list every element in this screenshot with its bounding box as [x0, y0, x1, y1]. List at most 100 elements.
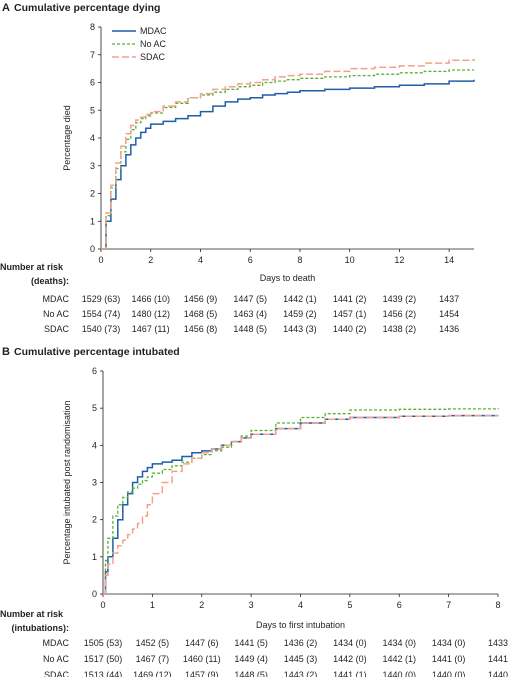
panel-b-risk-cell: 1441 (1)	[333, 670, 367, 677]
panel-a-x-tick-label: 12	[394, 255, 404, 265]
panel-b-risk-cell: 1467 (7)	[136, 654, 170, 664]
panel-b: B Cumulative percentage intubated 0 1 2 3 4 5…	[0, 346, 508, 677]
panel-b-x-tick-label: 6	[397, 600, 402, 610]
legend-label-no-ac: No AC	[140, 39, 167, 49]
panel-b-risk-cell: 1440 (0)	[432, 670, 466, 677]
panel-b-risk-cell: 1440	[488, 670, 508, 677]
panel-a-risk-arm-label: SDAC	[44, 324, 70, 334]
panel-b-x-tick-label: 4	[298, 600, 303, 610]
panel-a-risk-table: Number at risk (deaths): MDAC 1529 (63) 14…	[0, 262, 459, 334]
panel-b-risk-arm-label: MDAC	[43, 638, 70, 648]
panel-a-y-tick-label: 0	[90, 244, 95, 254]
panel-b-y-tick-label: 4	[92, 440, 97, 450]
panel-b-y-tick-label: 0	[92, 589, 97, 599]
panel-b-risk-cell: 1440 (0)	[382, 670, 416, 677]
panel-b-x-tick-label: 5	[347, 600, 352, 610]
panel-b-risk-cell: 1443 (2)	[284, 670, 318, 677]
panel-a-risk-cell: 1442 (1)	[283, 294, 317, 304]
panel-b-risk-cell: 1442 (1)	[382, 654, 416, 664]
panel-b-risk-arm-label: No AC	[43, 654, 70, 664]
panel-b-risk-cell: 1434 (0)	[382, 638, 416, 648]
panel-a-risk-cell: 1457 (1)	[333, 309, 367, 319]
panel-b-risk-cell: 1447 (6)	[185, 638, 219, 648]
panel-b-risk-cell: 1457 (9)	[185, 670, 219, 677]
panel-a-risk-cell: 1438 (2)	[383, 324, 417, 334]
panel-b-risk-cell: 1441	[488, 654, 508, 664]
panel-b-risk-arm-label: SDAC	[44, 670, 70, 677]
panel-b-x-tick-label: 0	[100, 600, 105, 610]
panel-b-risk-cell: 1449 (4)	[234, 654, 268, 664]
panel-b-title: Cumulative percentage intubated	[14, 346, 180, 358]
panel-a-risk-cell: 1468 (5)	[184, 309, 218, 319]
panel-a-risk-cell: 1456 (9)	[184, 294, 218, 304]
panel-a-legend: MDAC No AC SDAC	[112, 26, 167, 62]
panel-b-y-tick-label: 1	[92, 552, 97, 562]
panel-b-risk-cell: 1505 (53)	[84, 638, 123, 648]
panel-a-y-tick-label: 6	[90, 78, 95, 88]
panel-b-risk-cell: 1441 (5)	[234, 638, 268, 648]
panel-a-x-tick-label: 14	[444, 255, 454, 265]
panel-a-risk-cell: 1467 (11)	[132, 324, 170, 334]
legend-label-sdac: SDAC	[140, 52, 166, 62]
panel-a-risk-cell: 1439 (2)	[383, 294, 417, 304]
panel-a-risk-arm-label: No AC	[43, 309, 70, 319]
panel-a-y-tick-label: 8	[90, 22, 95, 32]
panel-b-risk-cell: 1469 (12)	[133, 670, 172, 677]
panel-b-risk-cell: 1448 (5)	[234, 670, 268, 677]
panel-a-risk-cell: 1441 (2)	[333, 294, 367, 304]
panel-a-y-tick-label: 2	[90, 189, 95, 199]
panel-b-y-tick-label: 2	[92, 515, 97, 525]
panel-a-x-tick-label: 4	[198, 255, 203, 265]
panel-a-letter: A	[2, 2, 10, 14]
panel-a-x-tick-label: 10	[345, 255, 355, 265]
panel-a-risk-cell: 1440 (2)	[333, 324, 367, 334]
panel-a-risk-cell: 1456 (2)	[383, 309, 417, 319]
panel-a-risk-cell: 1454	[439, 309, 459, 319]
panel-a-risk-cell: 1436	[439, 324, 459, 334]
panel-a-y-tick-label: 1	[90, 216, 95, 226]
panel-a-risk-cell: 1448 (5)	[233, 324, 267, 334]
panel-b-risk-cell: 1433	[488, 638, 508, 648]
panel-a-x-tick-label: 8	[297, 255, 302, 265]
panel-a-x-axis-label: Days to death	[260, 273, 316, 283]
panel-a-risk-cell: 1437	[439, 294, 459, 304]
panel-a-risk-cell: 1459 (2)	[283, 309, 317, 319]
panel-a-series-no-ac	[101, 69, 474, 250]
panel-a-risk-cell: 1456 (8)	[184, 324, 218, 334]
panel-a-y-tick-label: 3	[90, 161, 95, 171]
panel-b-x-tick-label: 3	[249, 600, 254, 610]
panel-b-series-sdac	[103, 414, 499, 595]
panel-a-y-tick-label: 5	[90, 105, 95, 115]
panel-a: A Cumulative percentage dying 0123456780…	[0, 2, 475, 334]
panel-a-risk-cell: 1447 (5)	[233, 294, 267, 304]
panel-a-risk-arm-label: MDAC	[43, 294, 70, 304]
panel-a-series-mdac	[101, 79, 475, 250]
panel-a-risk-header-line1: Number at risk	[0, 262, 64, 272]
panel-a-risk-cell: 1466 (10)	[131, 294, 170, 304]
panel-b-y-axis-label: Percentage intubated post randomisation	[62, 400, 72, 564]
panel-b-risk-cell: 1452 (5)	[136, 638, 170, 648]
panel-a-y-tick-label: 7	[90, 50, 95, 60]
panel-a-risk-cell: 1463 (4)	[233, 309, 267, 319]
panel-b-risk-cell: 1436 (2)	[284, 638, 318, 648]
panel-b-risk-cell: 1445 (3)	[284, 654, 318, 664]
legend-label-mdac: MDAC	[140, 26, 167, 36]
panel-a-risk-cell: 1480 (12)	[131, 309, 170, 319]
panel-b-x-axis-label: Days to first intubation	[256, 620, 345, 630]
panel-b-risk-cell: 1442 (0)	[333, 654, 367, 664]
panel-a-x-tick-label: 0	[98, 255, 103, 265]
panel-b-x-tick-label: 8	[495, 600, 500, 610]
panel-a-risk-cell: 1540 (73)	[82, 324, 121, 334]
panel-b-x-tick-label: 2	[199, 600, 204, 610]
panel-a-risk-cell: 1443 (3)	[283, 324, 317, 334]
panel-a-x-tick-label: 6	[248, 255, 253, 265]
panel-b-series-no-ac	[103, 408, 499, 595]
panel-b-risk-cell: 1517 (50)	[84, 654, 123, 664]
panel-b-risk-cell: 1441 (0)	[432, 654, 466, 664]
panel-a-risk-cell: 1554 (74)	[82, 309, 121, 319]
panel-a-y-axis-label: Percentage died	[62, 105, 72, 171]
panel-a-risk-header-line2: (deaths):	[31, 276, 69, 286]
panel-b-y-tick-label: 3	[92, 478, 97, 488]
